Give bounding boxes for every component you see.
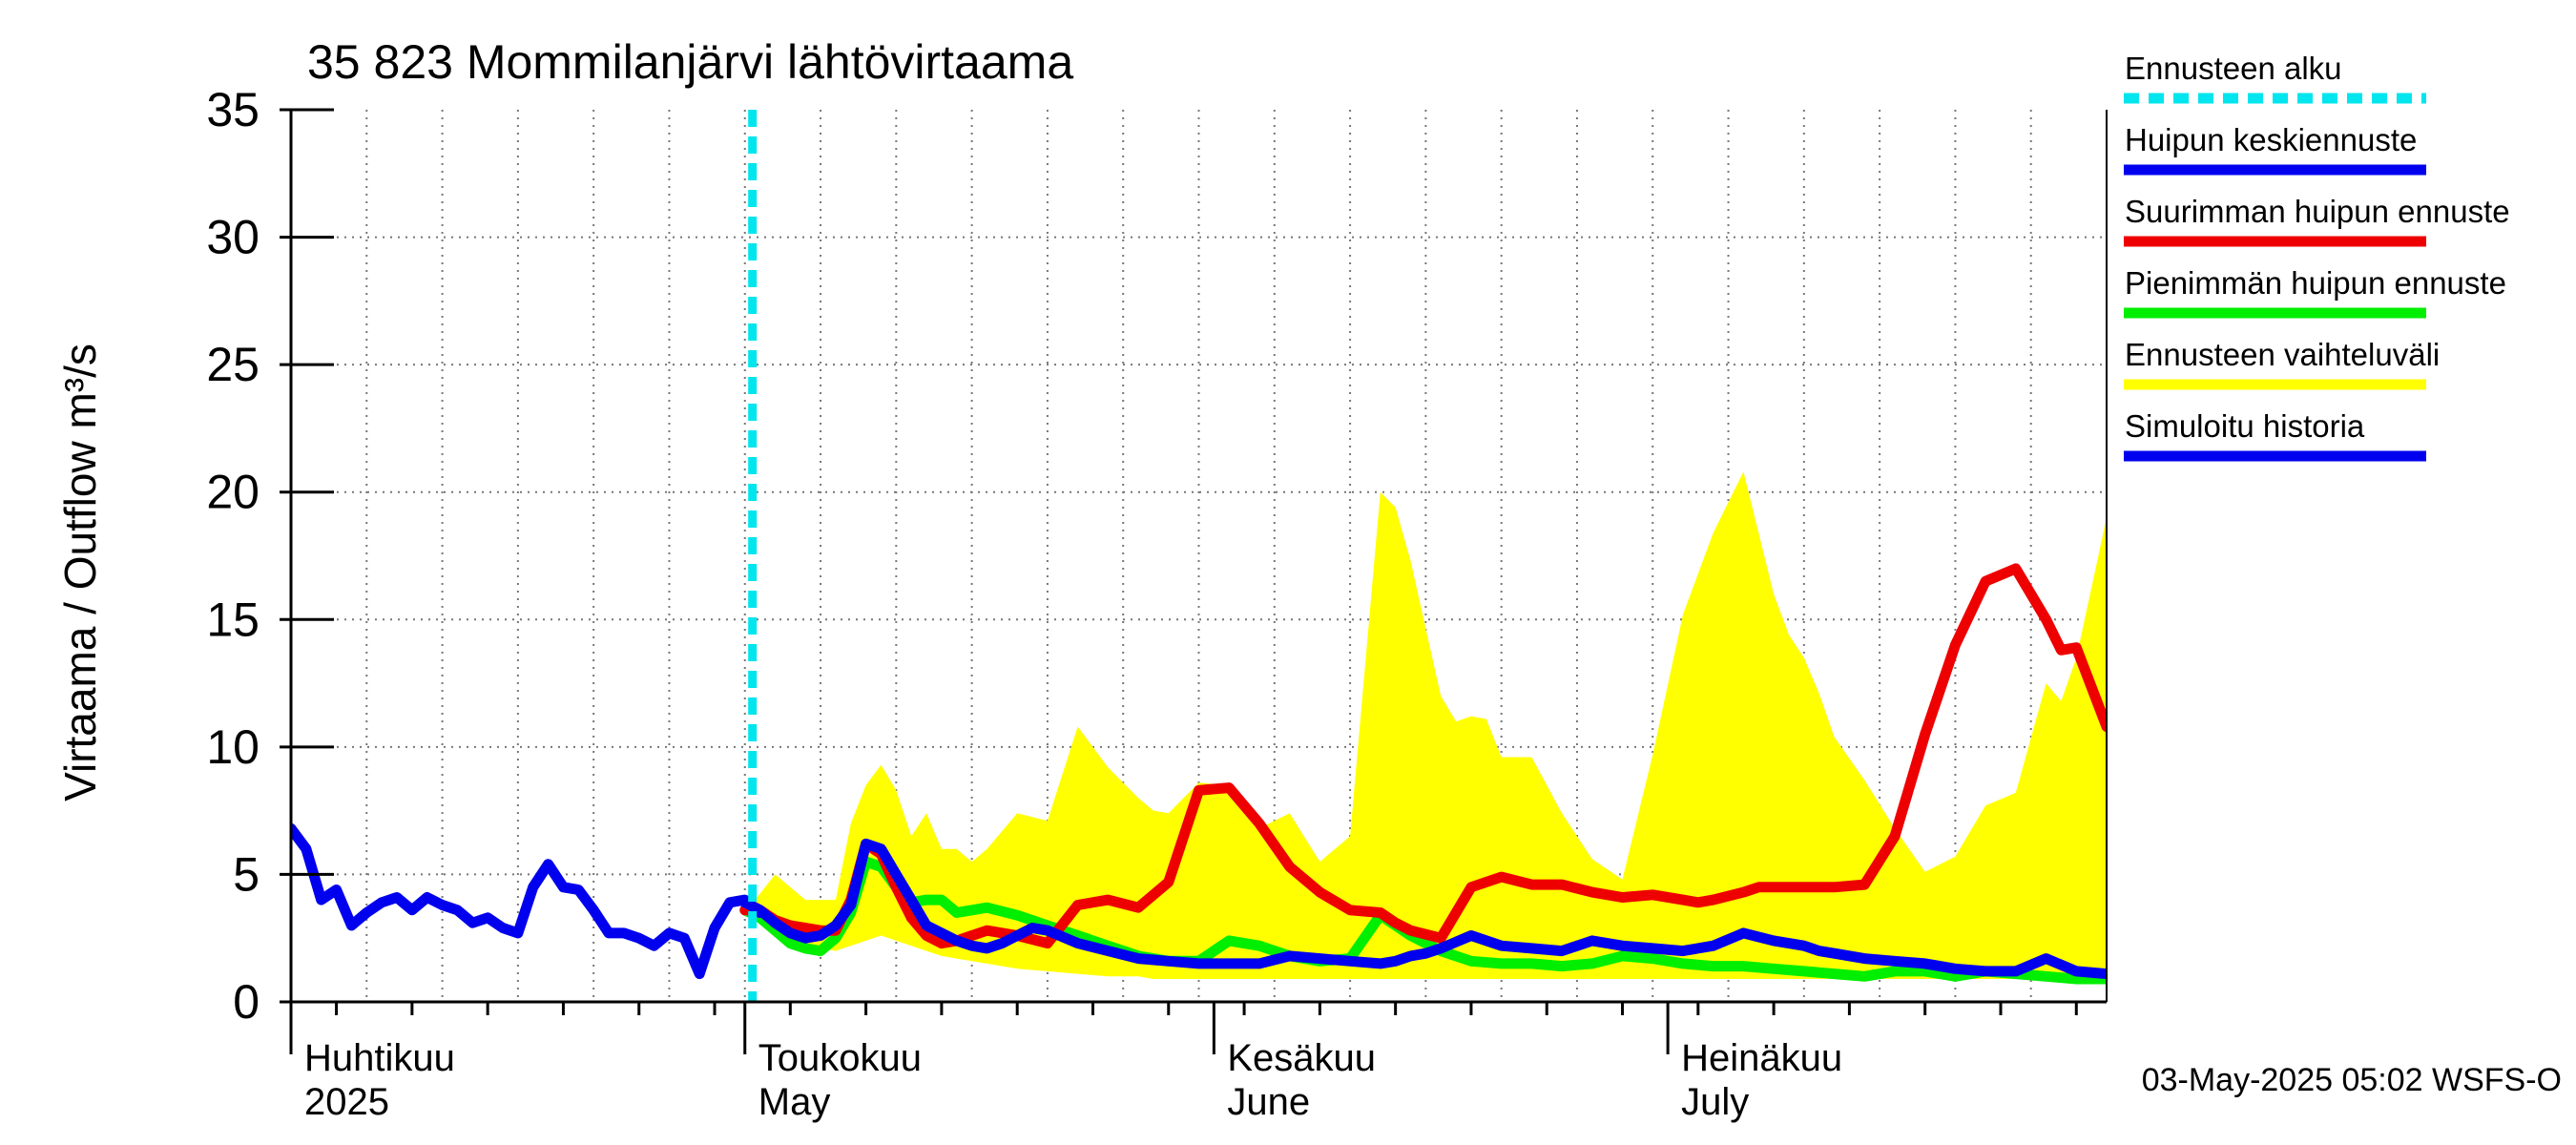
legend: Ennusteen alku Huipun keskiennuste Suurimm… bbox=[2124, 51, 2510, 462]
x-month-label-en: May bbox=[758, 1081, 831, 1123]
legend-label-mean: Huipun keskiennuste bbox=[2125, 122, 2417, 157]
x-month-label-fi: Heinäkuu bbox=[1681, 1037, 1842, 1079]
x-month-label-en: July bbox=[1681, 1081, 1749, 1123]
y-tick-label: 25 bbox=[206, 338, 260, 391]
x-month-label-fi: Huhtikuu bbox=[304, 1037, 455, 1079]
x-month-label-fi: Kesäkuu bbox=[1227, 1037, 1376, 1079]
y-axis: 0 5 10 15 20 25 30 35 bbox=[206, 83, 334, 1029]
legend-label-range: Ennusteen vaihteluväli bbox=[2125, 337, 2440, 372]
legend-label-forecast_start: Ennusteen alku bbox=[2125, 51, 2342, 86]
y-tick-label: 30 bbox=[206, 211, 260, 264]
y-tick-label: 5 bbox=[233, 847, 260, 901]
y-tick-label: 10 bbox=[206, 720, 260, 774]
forecast-range-area bbox=[744, 471, 2107, 979]
legend-label-history: Simuloitu historia bbox=[2125, 408, 2365, 444]
max-series-line bbox=[739, 563, 2107, 949]
x-month-label-en: June bbox=[1227, 1081, 1310, 1123]
y-tick-label: 20 bbox=[206, 466, 260, 519]
x-month-label-fi: Toukokuu bbox=[758, 1037, 922, 1079]
plot-frame bbox=[289, 110, 2108, 1004]
mean-series-line bbox=[739, 838, 2107, 980]
x-month-label-en: 2025 bbox=[304, 1081, 389, 1123]
y-axis-label: Virtaama / Outflow m³/s bbox=[55, 344, 105, 802]
legend-label-max: Suurimman huipun ennuste bbox=[2125, 194, 2510, 229]
y-tick-label: 35 bbox=[206, 83, 260, 136]
history-series-line bbox=[291, 822, 766, 980]
y-tick-label: 15 bbox=[206, 593, 260, 646]
footer-timestamp: 03-May-2025 05:02 WSFS-O bbox=[2142, 1062, 2562, 1098]
y-tick-label: 0 bbox=[233, 975, 260, 1029]
series-lines-layer bbox=[291, 110, 2107, 1002]
forecast-range-layer bbox=[744, 471, 2107, 979]
legend-label-min: Pienimmän huipun ennuste bbox=[2125, 265, 2506, 301]
chart-title: 35 823 Mommilanjärvi lähtövirtaama bbox=[307, 35, 1073, 89]
